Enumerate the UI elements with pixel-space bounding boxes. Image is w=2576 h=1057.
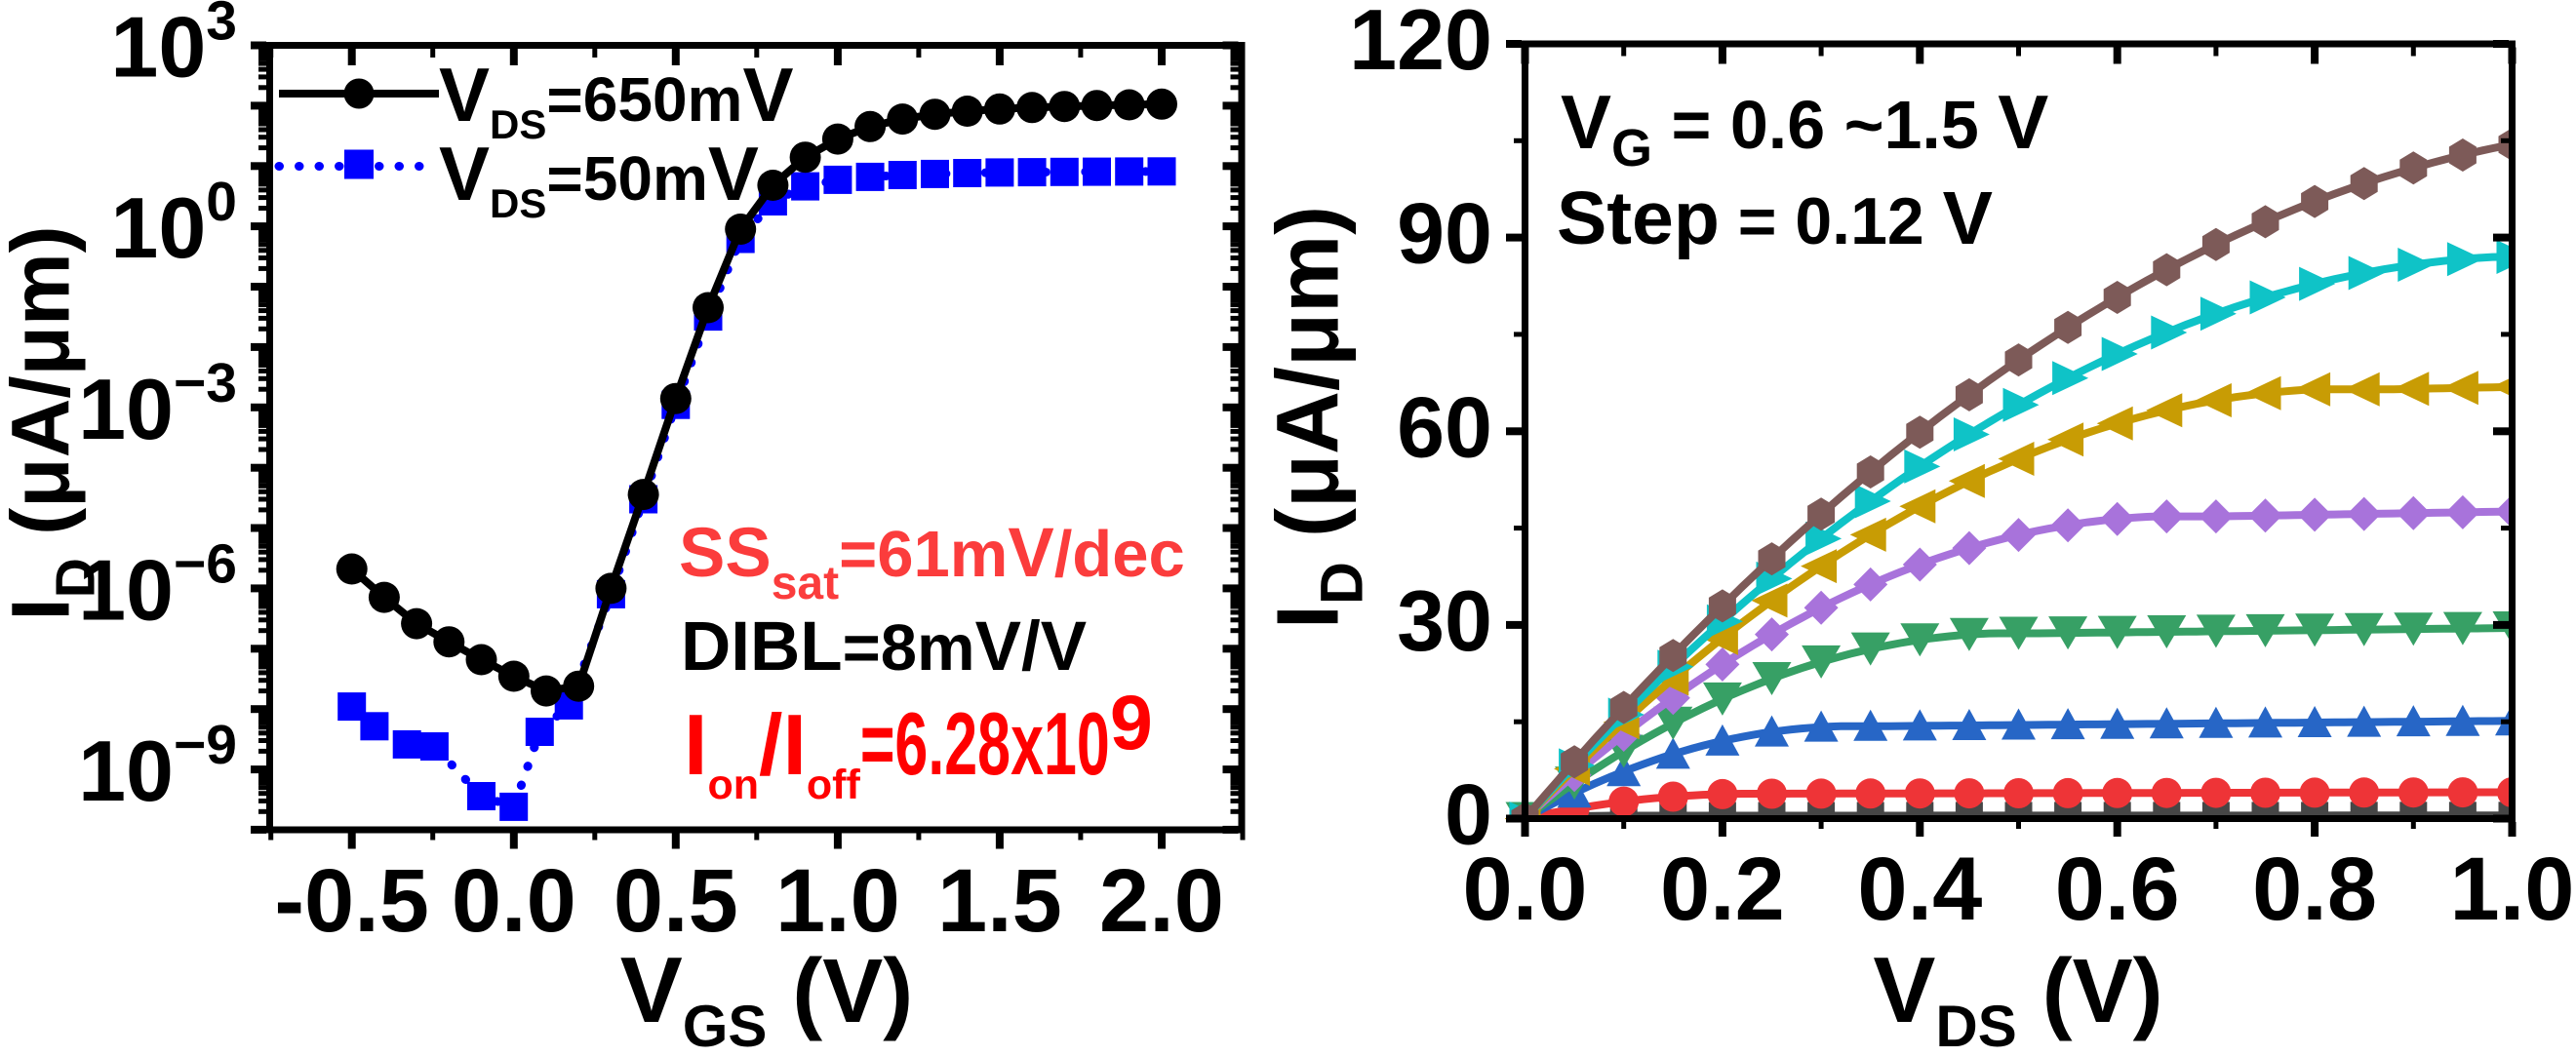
svg-text:1.0: 1.0	[2450, 840, 2575, 939]
svg-text:Step = 0.12 V: Step = 0.12 V	[1557, 176, 1993, 260]
svg-text:90: 90	[1397, 185, 1492, 282]
svg-text:Ion/Ioff=6.28x109: Ion/Ioff=6.28x109	[684, 679, 1153, 808]
svg-text:0.8: 0.8	[2252, 840, 2377, 939]
svg-text:0.4: 0.4	[1857, 840, 1982, 939]
svg-text:DIBL=8mV/V: DIBL=8mV/V	[681, 608, 1087, 685]
svg-text:0.6: 0.6	[2055, 840, 2180, 939]
svg-text:VDS=50mV: VDS=50mV	[439, 131, 759, 226]
svg-text:0.5: 0.5	[614, 851, 738, 951]
svg-text:30: 30	[1397, 572, 1492, 669]
svg-text:ID (μA/μm): ID (μA/μm)	[1260, 206, 1375, 629]
svg-text:10−3: 10−3	[78, 352, 237, 457]
svg-text:10−6: 10−6	[78, 532, 237, 638]
svg-text:120: 120	[1349, 0, 1492, 88]
svg-text:-0.5: -0.5	[274, 851, 429, 951]
svg-text:0.0: 0.0	[1463, 840, 1588, 939]
svg-text:VDS (V): VDS (V)	[1873, 938, 2162, 1052]
svg-text:0.0: 0.0	[452, 851, 576, 951]
svg-text:VGS (V): VGS (V)	[620, 938, 914, 1052]
svg-text:1.5: 1.5	[937, 851, 1062, 951]
svg-text:VG = 0.6 ~1.5 V: VG = 0.6 ~1.5 V	[1561, 79, 2048, 177]
svg-text:1.0: 1.0	[775, 851, 900, 951]
svg-text:0: 0	[1445, 766, 1492, 863]
svg-text:0.2: 0.2	[1660, 840, 1785, 939]
svg-text:60: 60	[1397, 378, 1492, 475]
svg-text:2.0: 2.0	[1099, 851, 1224, 951]
